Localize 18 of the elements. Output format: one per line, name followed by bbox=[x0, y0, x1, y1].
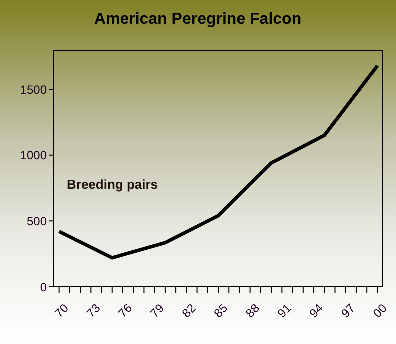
y-tick-label: 0 bbox=[40, 280, 48, 294]
line-series bbox=[58, 64, 380, 260]
x-tick-label: 82 bbox=[179, 301, 200, 321]
x-tick-label: 76 bbox=[116, 301, 136, 321]
chart-title: American Peregrine Falcon bbox=[93, 11, 303, 29]
x-tick-label: 88 bbox=[243, 301, 263, 321]
x-tick-label: 97 bbox=[338, 301, 358, 321]
x-tick-label: 85 bbox=[211, 301, 231, 321]
y-tick-label: 1000 bbox=[20, 148, 48, 163]
annotation: Breeding pairs bbox=[67, 177, 158, 192]
x-tick-label: 73 bbox=[84, 301, 104, 321]
x-tick-label: 70 bbox=[52, 301, 72, 321]
x-tick-label: 91 bbox=[274, 301, 295, 321]
x-tick-label: 79 bbox=[148, 301, 168, 321]
x-tick-label: 00 bbox=[370, 301, 390, 321]
y-tick-label: 1500 bbox=[20, 82, 48, 97]
y-tick-label: 500 bbox=[26, 214, 48, 228]
x-tick-label: 94 bbox=[306, 301, 326, 321]
